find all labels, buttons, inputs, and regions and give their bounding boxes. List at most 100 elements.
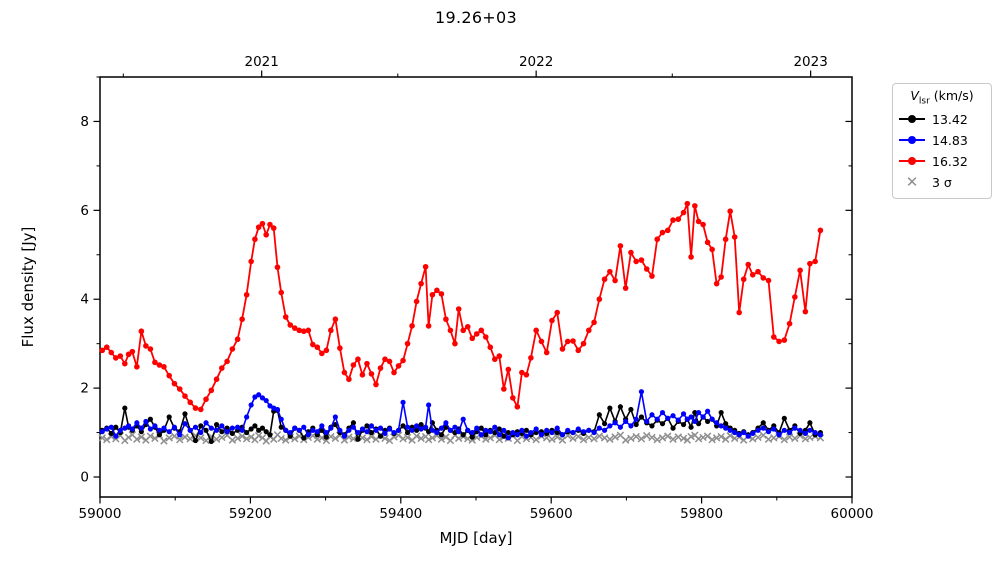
data-point-14.83 (765, 429, 772, 435)
sigma-marker (331, 434, 340, 443)
data-point-14.83 (229, 425, 235, 431)
data-point-16.32 (817, 227, 824, 234)
data-point-14.83 (474, 425, 480, 431)
data-point-16.32 (807, 260, 813, 267)
data-point-16.32 (300, 328, 307, 335)
data-point-14.83 (267, 403, 273, 409)
data-point-16.32 (229, 346, 236, 352)
data-point-16.32 (487, 344, 494, 351)
data-point-16.32 (337, 345, 343, 351)
data-point-14.83 (575, 426, 581, 432)
data-point-16.32 (575, 347, 582, 354)
data-point-14.83 (812, 429, 818, 436)
sigma-marker (399, 435, 407, 443)
sigma-marker (170, 432, 179, 440)
data-point-13.42 (492, 429, 498, 436)
data-point-16.32 (263, 231, 269, 238)
data-point-14.83 (350, 424, 357, 430)
data-point-14.83 (156, 427, 163, 433)
data-point-13.42 (108, 430, 114, 437)
chart-title: 19.26+03 (435, 8, 517, 27)
data-point-14.83 (580, 429, 587, 435)
data-point-14.83 (373, 427, 379, 433)
data-point-14.83 (460, 416, 466, 422)
data-point-16.32 (695, 218, 702, 225)
data-point-16.32 (564, 338, 571, 345)
sigma-marker (791, 434, 799, 443)
data-point-16.32 (377, 365, 384, 371)
sigma-marker (202, 436, 210, 445)
sigma-marker (367, 432, 376, 441)
line-dot-marker-icon (899, 154, 925, 168)
data-point-16.32 (305, 327, 312, 334)
legend-entry-label: 16.32 (932, 153, 968, 169)
sigma-marker (282, 436, 290, 444)
legend-entry-label: 13.42 (932, 111, 968, 127)
data-point-16.32 (213, 376, 220, 383)
data-point-14.83 (213, 427, 220, 433)
sigma-marker (151, 434, 159, 443)
sigma-marker (708, 435, 716, 444)
data-point-16.32 (138, 328, 145, 335)
data-point-16.32 (802, 308, 809, 315)
data-point-14.83 (705, 408, 711, 414)
sigma-marker (637, 435, 646, 443)
data-point-16.32 (171, 380, 178, 387)
data-point-16.32 (156, 362, 163, 368)
data-point-14.83 (680, 411, 687, 417)
sigma-marker (770, 434, 778, 442)
data-point-16.32 (404, 340, 411, 347)
data-point-14.83 (700, 414, 706, 420)
data-point-14.83 (745, 433, 751, 439)
data-point-13.42 (438, 432, 445, 438)
data-point-14.83 (443, 420, 449, 426)
data-point-14.83 (296, 427, 302, 433)
data-point-14.83 (252, 394, 258, 400)
data-point-14.83 (409, 427, 415, 433)
data-point-16.32 (341, 369, 348, 376)
data-point-14.83 (688, 414, 694, 420)
data-point-14.83 (129, 426, 135, 432)
data-point-13.42 (483, 432, 489, 438)
sigma-marker (103, 435, 111, 444)
data-point-13.42 (781, 415, 787, 421)
data-point-14.83 (533, 426, 539, 432)
data-point-14.83 (305, 432, 311, 438)
data-point-14.83 (628, 423, 634, 429)
data-point-16.32 (709, 246, 715, 253)
data-point-14.83 (377, 425, 384, 431)
data-point-13.42 (138, 429, 144, 435)
data-point-16.32 (314, 344, 321, 351)
data-point-14.83 (355, 429, 361, 436)
data-point-14.83 (601, 427, 608, 433)
sigma-marker (669, 435, 677, 443)
data-point-13.42 (501, 433, 507, 439)
data-point-16.32 (797, 267, 803, 274)
data-point-14.83 (337, 427, 343, 433)
data-point-13.42 (113, 424, 119, 430)
data-point-16.32 (549, 317, 555, 324)
data-point-16.32 (559, 346, 566, 352)
data-point-16.32 (239, 316, 245, 323)
data-point-16.32 (108, 349, 115, 356)
data-point-13.42 (219, 429, 225, 435)
legend-entry-label: 14.83 (932, 132, 968, 148)
data-point-14.83 (797, 427, 803, 433)
data-point-14.83 (171, 424, 178, 430)
data-point-16.32 (482, 334, 489, 340)
data-point-13.42 (147, 416, 153, 422)
data-point-14.83 (732, 429, 738, 436)
data-point-14.83 (519, 427, 525, 433)
data-point-14.83 (323, 429, 329, 436)
y-tick-label: 2 (80, 381, 89, 397)
data-point-14.83 (166, 429, 172, 435)
data-point-16.32 (248, 258, 254, 265)
sigma-marker (553, 433, 561, 441)
data-point-16.32 (570, 338, 576, 344)
data-point-16.32 (755, 268, 761, 275)
data-point-13.42 (688, 424, 694, 430)
data-point-13.42 (156, 432, 163, 438)
data-point-14.83 (219, 423, 225, 429)
data-point-14.83 (514, 432, 520, 438)
data-point-14.83 (727, 427, 733, 433)
